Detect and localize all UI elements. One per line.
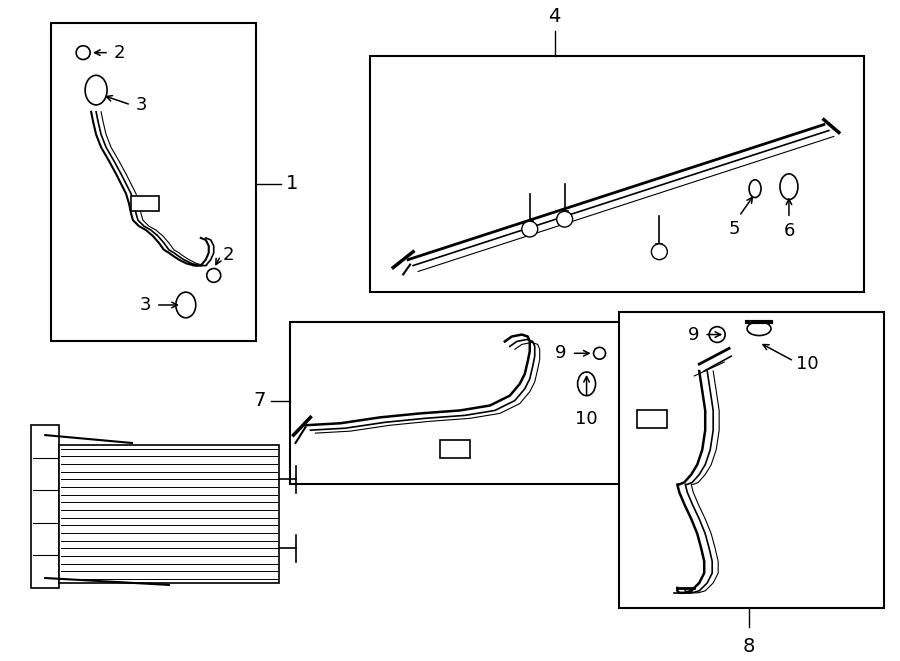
Text: 7: 7: [253, 391, 266, 410]
Text: 1: 1: [285, 175, 298, 193]
Bar: [59, 445, 278, 583]
Bar: [440, 440, 470, 458]
Circle shape: [207, 268, 220, 282]
Ellipse shape: [749, 180, 761, 198]
Text: 3: 3: [136, 96, 148, 114]
Circle shape: [652, 244, 667, 260]
Bar: [291, 322, 639, 485]
Text: 9: 9: [688, 326, 699, 344]
Circle shape: [594, 348, 606, 359]
Ellipse shape: [86, 75, 107, 105]
Ellipse shape: [780, 174, 798, 200]
Text: 4: 4: [548, 7, 561, 26]
Text: 5: 5: [728, 220, 740, 238]
Bar: [619, 312, 884, 607]
Ellipse shape: [176, 292, 196, 318]
Bar: [32, 425, 59, 588]
Ellipse shape: [747, 322, 771, 336]
Circle shape: [522, 221, 537, 237]
Bar: [51, 23, 256, 342]
FancyBboxPatch shape: [637, 410, 667, 428]
Text: 2: 2: [222, 246, 234, 264]
Text: 9: 9: [555, 344, 567, 362]
Text: 10: 10: [575, 410, 598, 428]
Bar: [370, 56, 864, 292]
Text: 8: 8: [742, 637, 755, 656]
Text: 10: 10: [796, 355, 819, 373]
Bar: [131, 196, 159, 212]
Circle shape: [76, 46, 90, 59]
Text: 3: 3: [140, 296, 151, 314]
Ellipse shape: [578, 372, 596, 396]
Circle shape: [709, 327, 725, 342]
Text: 2: 2: [114, 44, 125, 61]
Text: 6: 6: [783, 222, 795, 240]
Circle shape: [557, 212, 572, 227]
